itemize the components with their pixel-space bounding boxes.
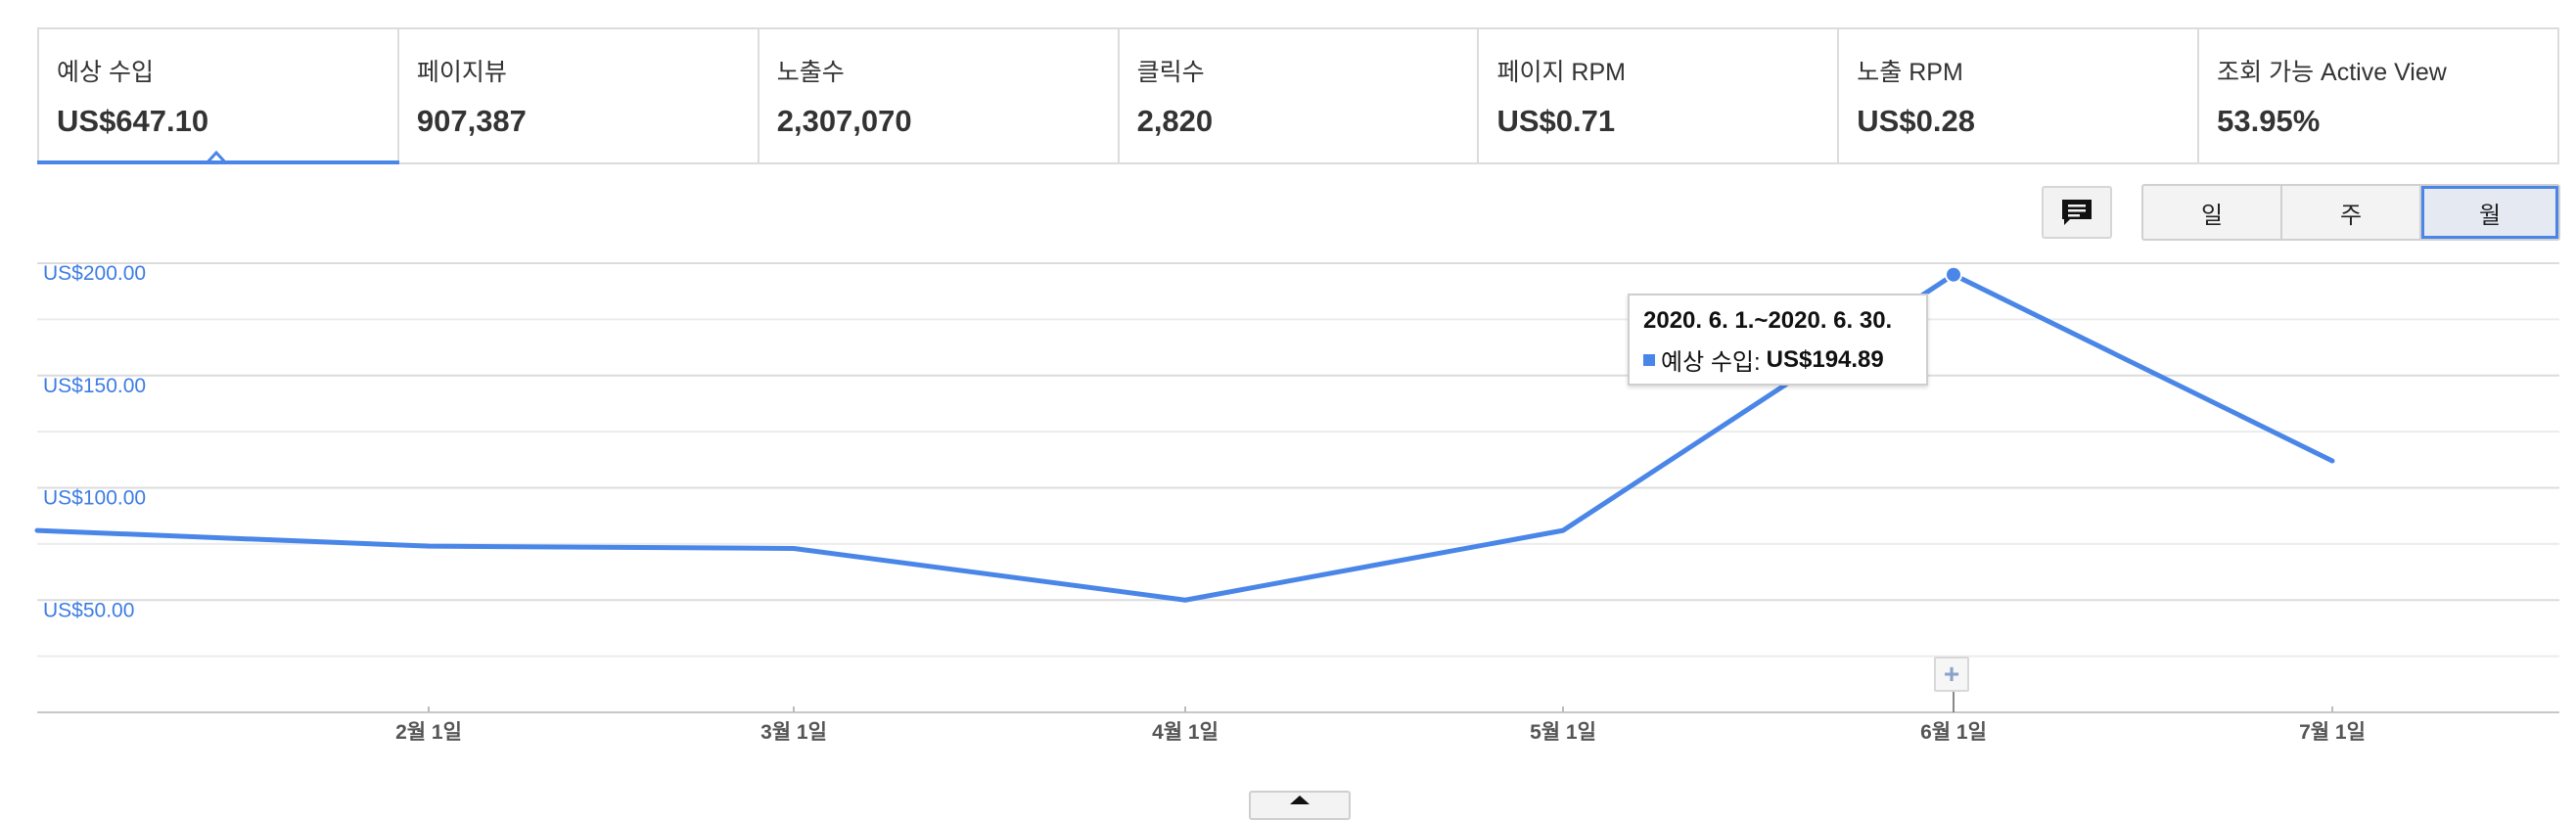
metric-value: 53.95% — [2217, 104, 2321, 138]
add-annotation-button[interactable]: + — [1934, 657, 1969, 692]
series-line — [34, 272, 2335, 603]
metric-value: 2,307,070 — [776, 104, 912, 138]
period-week-button[interactable]: 주 — [2282, 186, 2421, 239]
period-day-button[interactable]: 일 — [2143, 186, 2282, 239]
metric-card-impression-rpm[interactable]: 노출 RPM US$0.28 — [1839, 29, 2200, 162]
earnings-line-chart: US$200.00 US$150.00 US$100.00 US$50.00 2월 1… — [34, 262, 2559, 744]
metric-card-pageviews[interactable]: 페이지뷰 907,387 — [399, 29, 759, 162]
x-tick-label: 5월 1일 — [1530, 721, 1596, 744]
x-tick-label: 7월 1일 — [2299, 721, 2366, 744]
y-tick-label: US$100.00 — [43, 487, 146, 510]
metric-card-impressions[interactable]: 노출수 2,307,070 — [759, 29, 1120, 162]
metric-card-estimated-earnings[interactable]: 예상 수입 US$647.10 — [37, 29, 399, 164]
metric-label: 조회 가능 Active View — [2217, 59, 2447, 86]
metric-value: US$0.71 — [1496, 104, 1616, 138]
x-tick-label: 4월 1일 — [1152, 721, 1219, 744]
comment-icon — [2062, 200, 2092, 225]
metric-label: 노출수 — [776, 59, 845, 86]
y-tick-label: US$150.00 — [43, 375, 146, 397]
period-toggle: 일 주 월 — [2141, 184, 2560, 241]
metric-label: 페이지뷰 — [416, 59, 507, 86]
tooltip-value: US$194.89 — [1766, 345, 1884, 373]
collapse-toggle-button[interactable] — [1249, 791, 1351, 820]
x-tick-label: 6월 1일 — [1920, 721, 1987, 744]
tooltip-series-label: 예상 수입: — [1661, 349, 1761, 376]
metric-card-active-view[interactable]: 조회 가능 Active View 53.95% — [2199, 29, 2557, 162]
caret-up-icon — [1290, 796, 1310, 804]
x-tick-label: 2월 1일 — [395, 721, 462, 744]
metric-card-page-rpm[interactable]: 페이지 RPM US$0.71 — [1479, 29, 1840, 162]
comment-button[interactable] — [2042, 186, 2112, 239]
metric-label: 클릭수 — [1136, 59, 1205, 86]
plus-icon: + — [1943, 659, 1960, 689]
metric-value: 2,820 — [1136, 104, 1214, 138]
metric-cards: 예상 수입 US$647.10 페이지뷰 907,387 노출수 2,307,0… — [37, 27, 2559, 164]
period-month-button[interactable]: 월 — [2421, 186, 2558, 239]
tooltip-row: 예상 수입: US$194.89 — [1643, 342, 1926, 377]
metric-label: 페이지 RPM — [1496, 59, 1626, 86]
selected-caret-icon — [206, 151, 227, 164]
y-tick-label: US$50.00 — [43, 599, 134, 621]
metric-card-clicks[interactable]: 클릭수 2,820 — [1120, 29, 1480, 162]
metric-label: 예상 수입 — [57, 59, 154, 86]
tooltip-title: 2020. 6. 1.~2020. 6. 30. — [1643, 307, 1893, 334]
metric-label: 노출 RPM — [1857, 59, 1963, 86]
metric-value: 907,387 — [416, 104, 527, 138]
highlighted-data-point — [1945, 265, 1962, 284]
x-tick-label: 3월 1일 — [760, 721, 827, 744]
series-swatch — [1643, 353, 1655, 366]
y-tick-label: US$200.00 — [43, 262, 146, 285]
metric-value: US$647.10 — [57, 104, 209, 138]
metric-value: US$0.28 — [1857, 104, 1975, 138]
chart-tooltip: 2020. 6. 1.~2020. 6. 30. 예상 수입: US$194.8… — [1628, 294, 1928, 386]
